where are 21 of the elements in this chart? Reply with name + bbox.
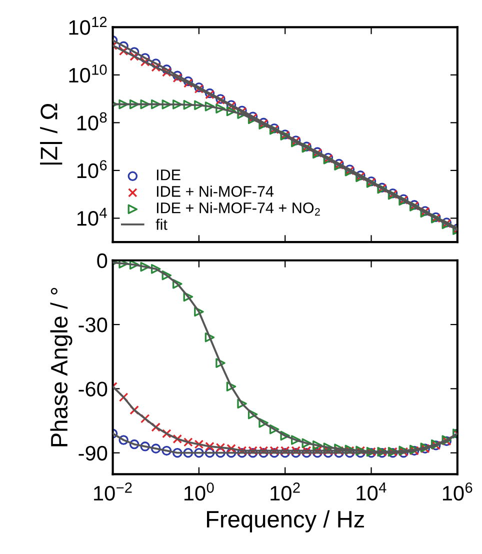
legend-label: IDE + Ni-MOF-74: [156, 186, 274, 197]
x-tick-label: 10$^{−2}$: [94, 482, 132, 501]
y-tick-label: 10$^{6}$: [77, 160, 107, 178]
y-tick-label: 10$^{10}$: [69, 64, 107, 83]
x-axis-title: Frequency / Hz: [207, 510, 364, 532]
legend-label: fit: [156, 218, 168, 230]
y-tick-label: -30: [78, 318, 108, 332]
x-tick-label: 10$^{0}$: [184, 482, 214, 501]
x-tick-label: 10$^{2}$: [270, 482, 300, 501]
x-tick-label: 10$^{4}$: [356, 482, 386, 500]
y-tick-label: 0: [97, 253, 108, 268]
x-tick-label: 10$^{6}$: [442, 482, 472, 501]
y-tick-label: 10$^{4}$: [77, 208, 107, 226]
legend-label: IDE + Ni-MOF-74 + NO$_{2}$: [156, 202, 320, 216]
y-tick-label: -90: [78, 446, 108, 461]
y-tick-label: -60: [78, 382, 108, 396]
y-axis-title: Phase Angle / °: [50, 288, 72, 446]
legend-label: IDE: [156, 170, 180, 180]
y-axis-title: |Z| / Ω: [40, 104, 62, 165]
y-tick-label: 10$^{8}$: [77, 112, 107, 130]
y-tick-label: 10$^{12}$: [69, 16, 107, 35]
